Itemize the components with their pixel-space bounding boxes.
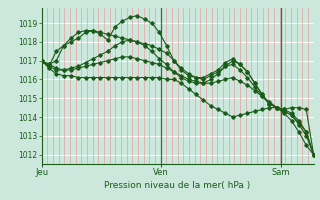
X-axis label: Pression niveau de la mer( hPa ): Pression niveau de la mer( hPa ) — [104, 181, 251, 190]
